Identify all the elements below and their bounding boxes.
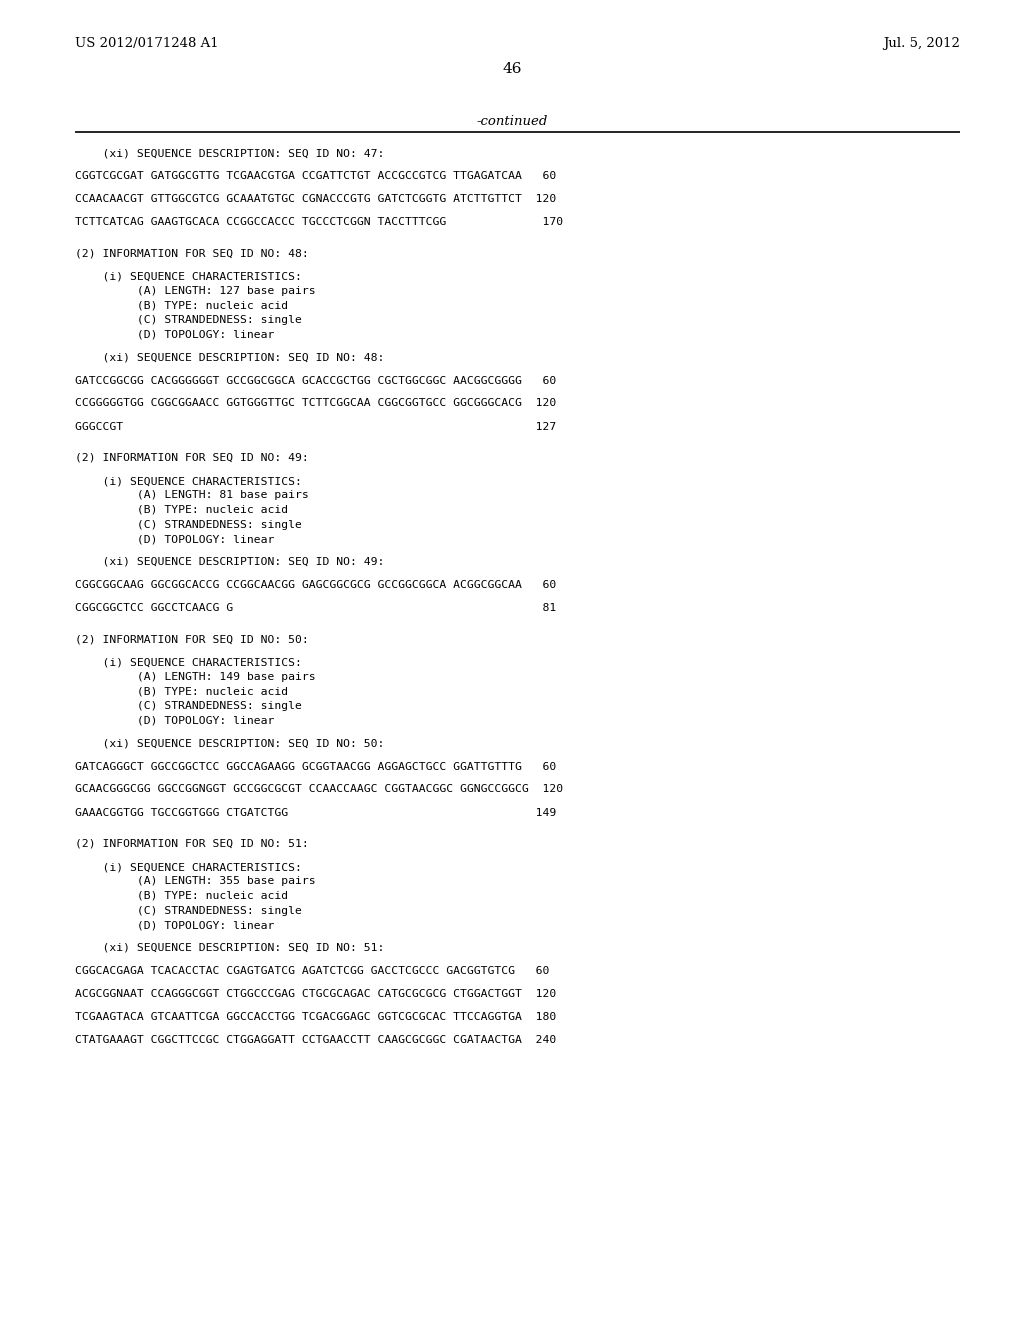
Text: CCAACAACGT GTTGGCGTCG GCAAATGTGC CGNACCCGTG GATCTCGGTG ATCTTGTTCT  120: CCAACAACGT GTTGGCGTCG GCAAATGTGC CGNACCC… [75, 194, 556, 205]
Text: CGGCGGCAAG GGCGGCACCG CCGGCAACGG GAGCGGCGCG GCCGGCGGCA ACGGCGGCAA   60: CGGCGGCAAG GGCGGCACCG CCGGCAACGG GAGCGGC… [75, 579, 556, 590]
Text: CTATGAAAGT CGGCTTCCGC CTGGAGGATT CCTGAACCTT CAAGCGCGGC CGATAACTGA  240: CTATGAAAGT CGGCTTCCGC CTGGAGGATT CCTGAAC… [75, 1035, 556, 1045]
Text: US 2012/0171248 A1: US 2012/0171248 A1 [75, 37, 219, 50]
Text: (D) TOPOLOGY: linear: (D) TOPOLOGY: linear [75, 535, 274, 544]
Text: (C) STRANDEDNESS: single: (C) STRANDEDNESS: single [75, 520, 302, 529]
Text: (xi) SEQUENCE DESCRIPTION: SEQ ID NO: 48:: (xi) SEQUENCE DESCRIPTION: SEQ ID NO: 48… [75, 352, 384, 363]
Text: CGGCACGAGA TCACACCTAC CGAGTGATCG AGATCTCGG GACCTCGCCC GACGGTGTCG   60: CGGCACGAGA TCACACCTAC CGAGTGATCG AGATCTC… [75, 966, 549, 975]
Text: (A) LENGTH: 149 base pairs: (A) LENGTH: 149 base pairs [75, 672, 315, 682]
Text: GAAACGGTGG TGCCGGTGGG CTGATCTGG                                    149: GAAACGGTGG TGCCGGTGGG CTGATCTGG 149 [75, 808, 556, 817]
Text: (i) SEQUENCE CHARACTERISTICS:: (i) SEQUENCE CHARACTERISTICS: [75, 862, 302, 873]
Text: CCGGGGGTGG CGGCGGAACC GGTGGGTTGC TCTTCGGCAA CGGCGGTGCC GGCGGGCACG  120: CCGGGGGTGG CGGCGGAACC GGTGGGTTGC TCTTCGG… [75, 399, 556, 408]
Text: (C) STRANDEDNESS: single: (C) STRANDEDNESS: single [75, 315, 302, 325]
Text: (xi) SEQUENCE DESCRIPTION: SEQ ID NO: 49:: (xi) SEQUENCE DESCRIPTION: SEQ ID NO: 49… [75, 557, 384, 568]
Text: (B) TYPE: nucleic acid: (B) TYPE: nucleic acid [75, 506, 288, 515]
Text: GGGCCGT                                                            127: GGGCCGT 127 [75, 421, 556, 432]
Text: GCAACGGGCGG GGCCGGNGGT GCCGGCGCGT CCAACCAAGC CGGTAACGGC GGNGCCGGCG  120: GCAACGGGCGG GGCCGGNGGT GCCGGCGCGT CCAACC… [75, 784, 563, 795]
Text: GATCCGGCGG CACGGGGGGT GCCGGCGGCA GCACCGCTGG CGCTGGCGGC AACGGCGGGG   60: GATCCGGCGG CACGGGGGGT GCCGGCGGCA GCACCGC… [75, 375, 556, 385]
Text: (i) SEQUENCE CHARACTERISTICS:: (i) SEQUENCE CHARACTERISTICS: [75, 477, 302, 486]
Text: (xi) SEQUENCE DESCRIPTION: SEQ ID NO: 47:: (xi) SEQUENCE DESCRIPTION: SEQ ID NO: 47… [75, 148, 384, 158]
Text: (B) TYPE: nucleic acid: (B) TYPE: nucleic acid [75, 891, 288, 902]
Text: (2) INFORMATION FOR SEQ ID NO: 49:: (2) INFORMATION FOR SEQ ID NO: 49: [75, 453, 309, 463]
Text: TCGAAGTACA GTCAATTCGA GGCCACCTGG TCGACGGAGC GGTCGCGCAC TTCCAGGTGA  180: TCGAAGTACA GTCAATTCGA GGCCACCTGG TCGACGG… [75, 1012, 556, 1022]
Text: GATCAGGGCT GGCCGGCTCC GGCCAGAAGG GCGGTAACGG AGGAGCTGCC GGATTGTTTG   60: GATCAGGGCT GGCCGGCTCC GGCCAGAAGG GCGGTAA… [75, 762, 556, 771]
Text: -continued: -continued [476, 115, 548, 128]
Text: CGGCGGCTCC GGCCTCAACG G                                             81: CGGCGGCTCC GGCCTCAACG G 81 [75, 603, 556, 612]
Text: (D) TOPOLOGY: linear: (D) TOPOLOGY: linear [75, 920, 274, 931]
Text: (xi) SEQUENCE DESCRIPTION: SEQ ID NO: 50:: (xi) SEQUENCE DESCRIPTION: SEQ ID NO: 50… [75, 738, 384, 748]
Text: (2) INFORMATION FOR SEQ ID NO: 51:: (2) INFORMATION FOR SEQ ID NO: 51: [75, 840, 309, 849]
Text: (A) LENGTH: 81 base pairs: (A) LENGTH: 81 base pairs [75, 491, 309, 500]
Text: (2) INFORMATION FOR SEQ ID NO: 48:: (2) INFORMATION FOR SEQ ID NO: 48: [75, 248, 309, 259]
Text: (C) STRANDEDNESS: single: (C) STRANDEDNESS: single [75, 701, 302, 711]
Text: 46: 46 [502, 62, 522, 77]
Text: (C) STRANDEDNESS: single: (C) STRANDEDNESS: single [75, 906, 302, 916]
Text: (i) SEQUENCE CHARACTERISTICS:: (i) SEQUENCE CHARACTERISTICS: [75, 272, 302, 281]
Text: Jul. 5, 2012: Jul. 5, 2012 [883, 37, 961, 50]
Text: (A) LENGTH: 355 base pairs: (A) LENGTH: 355 base pairs [75, 876, 315, 887]
Text: (A) LENGTH: 127 base pairs: (A) LENGTH: 127 base pairs [75, 286, 315, 296]
Text: TCTTCATCAG GAAGTGCACA CCGGCCACCC TGCCCTCGGN TACCTTTCGG              170: TCTTCATCAG GAAGTGCACA CCGGCCACCC TGCCCTC… [75, 216, 563, 227]
Text: (D) TOPOLOGY: linear: (D) TOPOLOGY: linear [75, 715, 274, 726]
Text: (i) SEQUENCE CHARACTERISTICS:: (i) SEQUENCE CHARACTERISTICS: [75, 657, 302, 668]
Text: ACGCGGNAAT CCAGGGCGGT CTGGCCCGAG CTGCGCAGAC CATGCGCGCG CTGGACTGGT  120: ACGCGGNAAT CCAGGGCGGT CTGGCCCGAG CTGCGCA… [75, 989, 556, 999]
Text: (2) INFORMATION FOR SEQ ID NO: 50:: (2) INFORMATION FOR SEQ ID NO: 50: [75, 635, 309, 644]
Text: CGGTCGCGAT GATGGCGTTG TCGAACGTGA CCGATTCTGT ACCGCCGTCG TTGAGATCAA   60: CGGTCGCGAT GATGGCGTTG TCGAACGTGA CCGATTC… [75, 172, 556, 181]
Text: (D) TOPOLOGY: linear: (D) TOPOLOGY: linear [75, 330, 274, 339]
Text: (B) TYPE: nucleic acid: (B) TYPE: nucleic acid [75, 686, 288, 697]
Text: (B) TYPE: nucleic acid: (B) TYPE: nucleic acid [75, 301, 288, 310]
Text: (xi) SEQUENCE DESCRIPTION: SEQ ID NO: 51:: (xi) SEQUENCE DESCRIPTION: SEQ ID NO: 51… [75, 942, 384, 953]
